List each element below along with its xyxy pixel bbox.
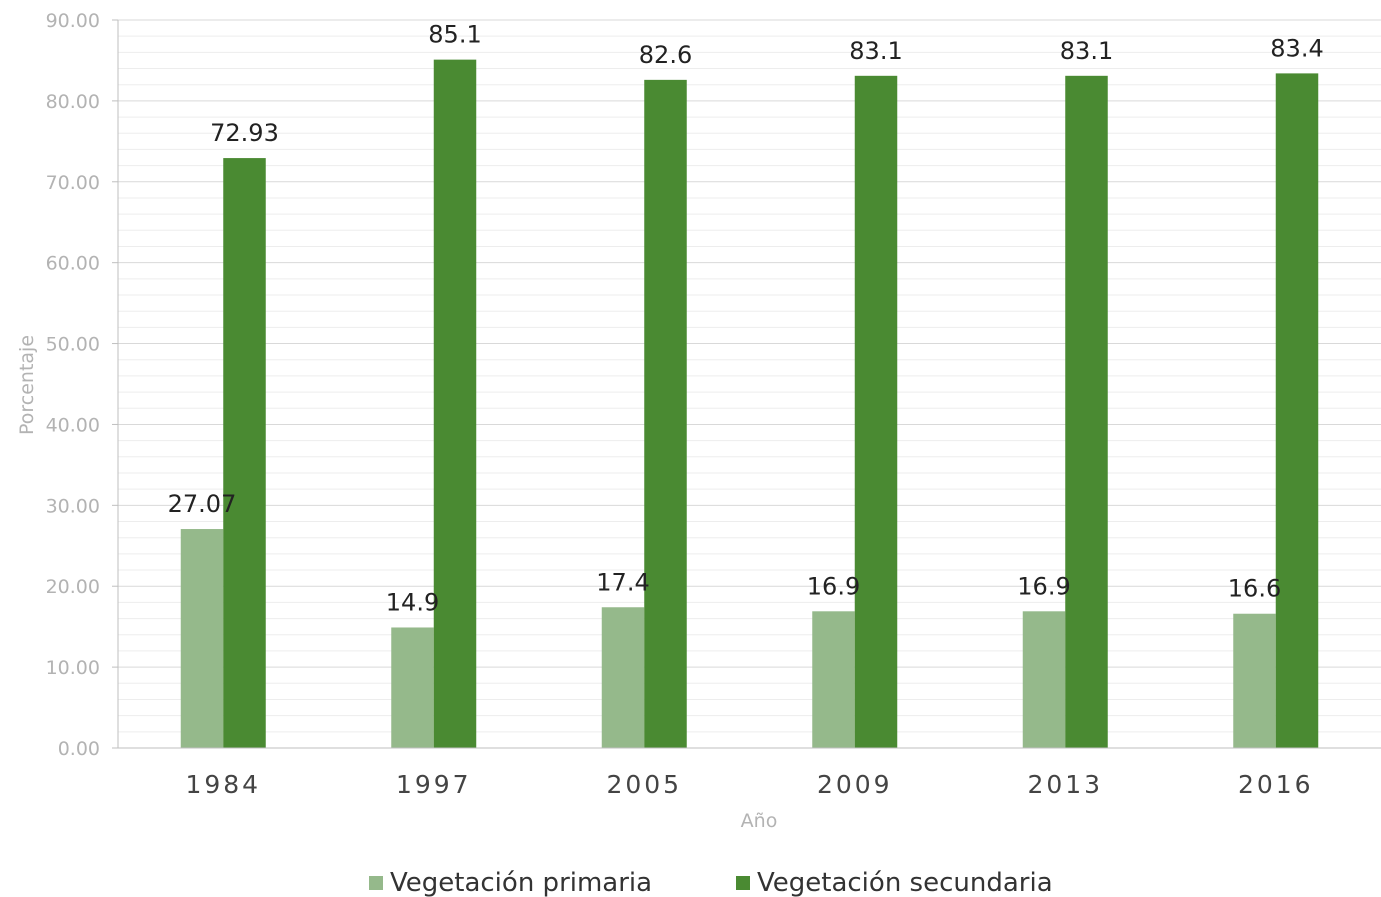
x-tick-label: 1984 [185, 770, 261, 799]
data-label: 16.9 [1017, 572, 1070, 600]
x-axis-label: Año [741, 810, 778, 832]
data-label: 17.4 [596, 568, 649, 596]
legend-swatch [736, 876, 750, 890]
bar-secundaria-2009 [854, 75, 898, 748]
axes [117, 20, 1381, 749]
y-tick-label: 60.00 [46, 253, 100, 275]
data-label: 16.6 [1228, 575, 1281, 603]
bar-secundaria-2013 [1065, 75, 1108, 748]
x-tick-label: 2009 [817, 770, 893, 799]
bar-primaria-1984 [180, 529, 224, 748]
bar-secundaria-1984 [223, 158, 266, 748]
bar-secundaria-1997 [433, 59, 477, 748]
legend-swatch [369, 876, 383, 890]
data-label: 16.9 [807, 572, 860, 600]
bars [180, 59, 1319, 749]
legend-label: Vegetación secundaria [757, 868, 1053, 897]
legend: Vegetación primaria Vegetación secundaria [369, 868, 1053, 897]
y-tick-label: 30.00 [46, 495, 100, 517]
y-tick-label: 20.00 [46, 576, 100, 598]
x-tick-label: 2005 [606, 770, 682, 799]
data-label: 27.07 [168, 490, 237, 518]
x-tick-label: 2016 [1238, 770, 1314, 799]
x-axis-ticks: 1984 1997 2005 2009 2013 2016 [185, 770, 1314, 799]
y-tick-label: 40.00 [46, 414, 100, 436]
gridlines [118, 19, 1381, 733]
bar-primaria-2013 [1022, 611, 1066, 748]
y-tick-label: 10.00 [46, 657, 100, 679]
y-tick-label: 0.00 [58, 738, 100, 760]
data-labels: 27.07 72.93 14.9 85.1 17.4 82.6 16.9 83.1 16.9 83… [168, 21, 1324, 617]
bar-primaria-1997 [391, 627, 434, 748]
data-label: 82.6 [639, 41, 692, 69]
bar-primaria-2016 [1233, 613, 1276, 748]
bar-primaria-2005 [601, 607, 645, 748]
data-label: 83.4 [1270, 34, 1323, 62]
bar-secundaria-2005 [644, 79, 687, 748]
y-tick-label: 70.00 [46, 172, 100, 194]
y-axis-label: Porcentaje [16, 335, 38, 435]
x-tick-label: 2013 [1027, 770, 1103, 799]
y-axis-ticks: 0.00 10.00 20.00 30.00 40.00 50.00 60.00 70.00 8… [46, 10, 118, 760]
y-tick-label: 50.00 [46, 334, 100, 356]
data-label: 83.1 [849, 37, 902, 65]
data-label: 85.1 [428, 21, 481, 49]
data-label: 72.93 [210, 119, 279, 147]
x-tick-label: 1997 [396, 770, 472, 799]
y-tick-label: 90.00 [46, 10, 100, 32]
y-tick-label: 80.00 [46, 91, 100, 113]
data-label: 83.1 [1060, 37, 1113, 65]
legend-label: Vegetación primaria [390, 868, 652, 897]
bar-primaria-2009 [812, 611, 855, 748]
bar-secundaria-2016 [1275, 73, 1319, 749]
data-label: 14.9 [386, 588, 439, 616]
